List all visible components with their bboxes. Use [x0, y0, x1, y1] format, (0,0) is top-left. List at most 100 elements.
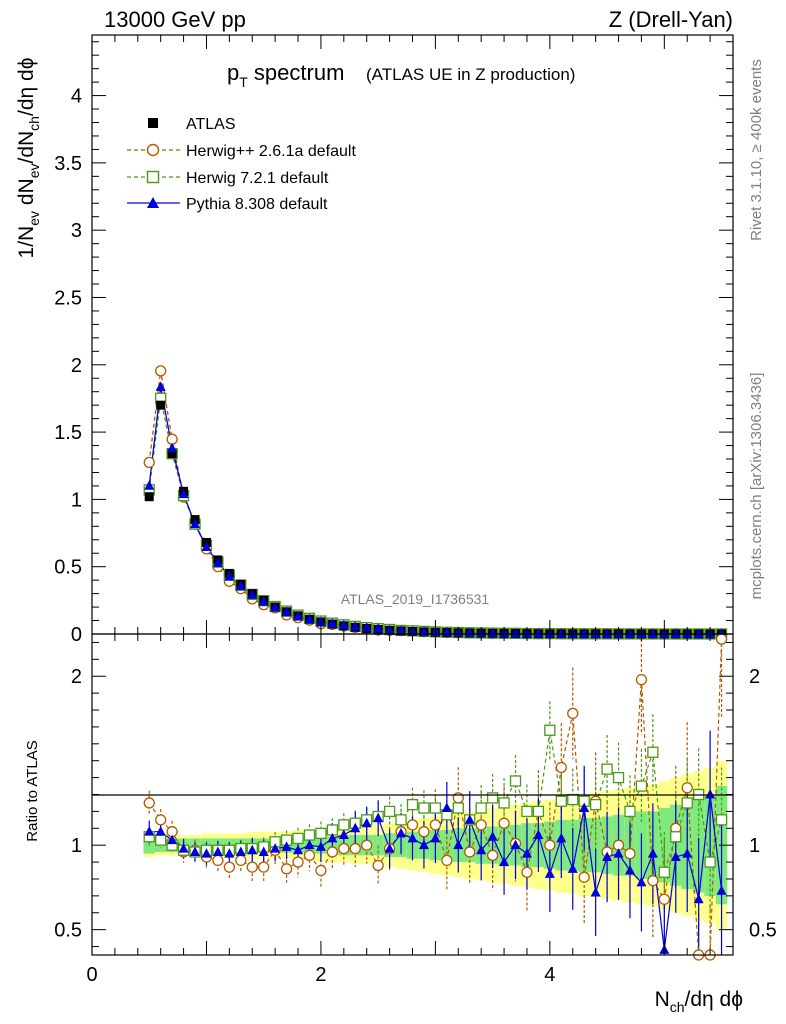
legend-herwigpp-label: Herwig++ 2.6.1a default — [186, 143, 356, 160]
plot-title: pT spectrum — [227, 60, 344, 90]
herwig7-ratio-point — [406, 798, 419, 811]
pythia-ratio-point — [315, 841, 326, 851]
herwig7-ratio-point — [452, 802, 464, 814]
rivet-version-text: Rivet 3.1.10, ≥ 400k events — [748, 59, 765, 241]
pythia-ratio-point — [716, 885, 727, 895]
pythia-main-point — [224, 570, 235, 581]
herwigpp-ratio-point — [406, 819, 419, 831]
herwigpp-ratio-point — [635, 673, 648, 686]
herwig7-ratio-point — [612, 771, 625, 784]
pythia-ratio-point — [373, 812, 384, 823]
header-left: 13000 GeV pp — [104, 7, 246, 32]
herwigpp-ratio-point — [498, 817, 510, 829]
pythia-ratio-point — [167, 834, 178, 845]
main-y-axis-label: 1/Nev dNev/dNch/dη dϕ — [15, 58, 42, 259]
herwigpp-ratio-point — [361, 839, 373, 851]
pythia-ratio-point — [361, 817, 372, 828]
pythia-ratio-point — [407, 832, 418, 843]
herwigpp-ratio-point — [441, 854, 453, 867]
herwigpp-ratio-point — [464, 846, 476, 858]
pythia-main-point — [235, 580, 246, 591]
herwig7-ratio-point — [532, 805, 545, 818]
herwigpp-ratio-point — [303, 849, 316, 861]
legend-herwig7-label: Herwig 7.2.1 default — [186, 170, 329, 187]
analysis-watermark: ATLAS_2019_I1736531 — [341, 591, 490, 607]
legend-herwigpp-marker — [146, 143, 160, 157]
herwigpp-ratio-point — [315, 864, 327, 877]
ratio-y-tick-label: 2 — [71, 666, 82, 688]
atlas-main-point — [156, 400, 166, 410]
herwig7-ratio-point — [486, 792, 499, 804]
herwig7-ratio-point — [315, 827, 327, 840]
pythia-main-point — [167, 442, 178, 453]
pythia-main-point — [281, 606, 292, 617]
legend-atlas-label: ATLAS — [186, 116, 236, 133]
herwig7-ratio-point — [704, 856, 716, 868]
pythia-ratio-point — [155, 826, 166, 836]
legend-pythia-label: Pythia 8.308 default — [186, 196, 328, 213]
herwigpp-ratio-point — [349, 842, 361, 855]
pythia-ratio-point — [613, 848, 624, 858]
herwigpp-ratio-point — [246, 861, 258, 873]
herwigpp-ratio-point — [223, 861, 236, 873]
legend-herwig7-marker — [146, 170, 160, 184]
pythia-ratio-point — [281, 841, 292, 851]
pythia-main-point — [602, 628, 613, 638]
pythia-main-point — [556, 628, 567, 638]
pythia-main-point — [396, 625, 407, 635]
pythia-ratio-point — [338, 829, 349, 840]
herwig7-ratio-point — [658, 866, 670, 878]
x-axis-label: Nch/dη dϕ — [655, 988, 743, 1015]
herwig7-ratio-point — [395, 814, 407, 826]
pythia-main-point — [155, 381, 166, 391]
herwig7-ratio-point — [589, 798, 602, 811]
herwigpp-ratio-point — [258, 861, 270, 873]
main-y-tick-label: 3 — [71, 220, 82, 242]
pythia-ratio-point — [544, 868, 555, 878]
pythia-ratio-point — [556, 832, 567, 843]
herwigpp-main-point — [143, 456, 155, 469]
pythia-ratio-point — [602, 851, 613, 862]
pythia-main-point — [373, 623, 384, 633]
herwig7-ratio-point — [303, 829, 316, 841]
x-tick-label: 2 — [315, 964, 326, 986]
herwigpp-ratio-point — [521, 866, 533, 878]
herwigpp-ratio-point — [155, 814, 167, 826]
pythia-main-point — [178, 488, 189, 499]
herwig7-ratio-point — [647, 746, 659, 758]
pythia-ratio-point — [464, 814, 475, 824]
herwigpp-ratio-point — [681, 782, 693, 794]
herwig7-ratio-point — [338, 819, 350, 831]
legend-pythia-marker — [147, 197, 159, 208]
ratio-y-tick-label-right: 1 — [749, 835, 760, 857]
herwigpp-ratio-point — [624, 847, 636, 860]
pythia-ratio-point — [636, 876, 647, 887]
herwigpp-ratio-point — [658, 893, 670, 905]
axis-ticks: 00.511.522.533.540.5 0.51 12 20 2 4 — [54, 35, 777, 986]
ratio-y-tick-label: 1 — [71, 835, 82, 857]
pythia-ratio-point — [384, 843, 395, 853]
herwig7-ratio-point — [418, 802, 430, 814]
ratio-band-green — [372, 835, 384, 856]
pythia-main-point — [624, 628, 635, 638]
pythia-main-point — [258, 596, 269, 606]
herwigpp-ratio-point — [235, 854, 247, 867]
pythia-ratio-point — [396, 827, 407, 838]
legend-atlas-marker — [148, 118, 158, 128]
pythia-ratio-point — [178, 843, 189, 853]
pythia-ratio-point — [624, 865, 635, 875]
atlas-main-point — [144, 492, 154, 502]
herwig7-ratio-point — [509, 775, 522, 787]
herwig7-ratio-point — [681, 797, 693, 809]
herwigpp-ratio-point — [544, 839, 556, 851]
pythia-ratio-point — [533, 829, 544, 840]
pythia-ratio-point — [247, 844, 258, 855]
pythia-main-point — [247, 589, 258, 599]
pythia-ratio-point — [235, 846, 246, 856]
herwig7-ratio-point — [555, 795, 567, 807]
herwigpp-ratio-point — [429, 819, 442, 831]
header-right: Z (Drell-Yan) — [609, 7, 733, 32]
pythia-ratio-point — [510, 839, 521, 850]
pythia-ratio-point — [647, 848, 658, 858]
